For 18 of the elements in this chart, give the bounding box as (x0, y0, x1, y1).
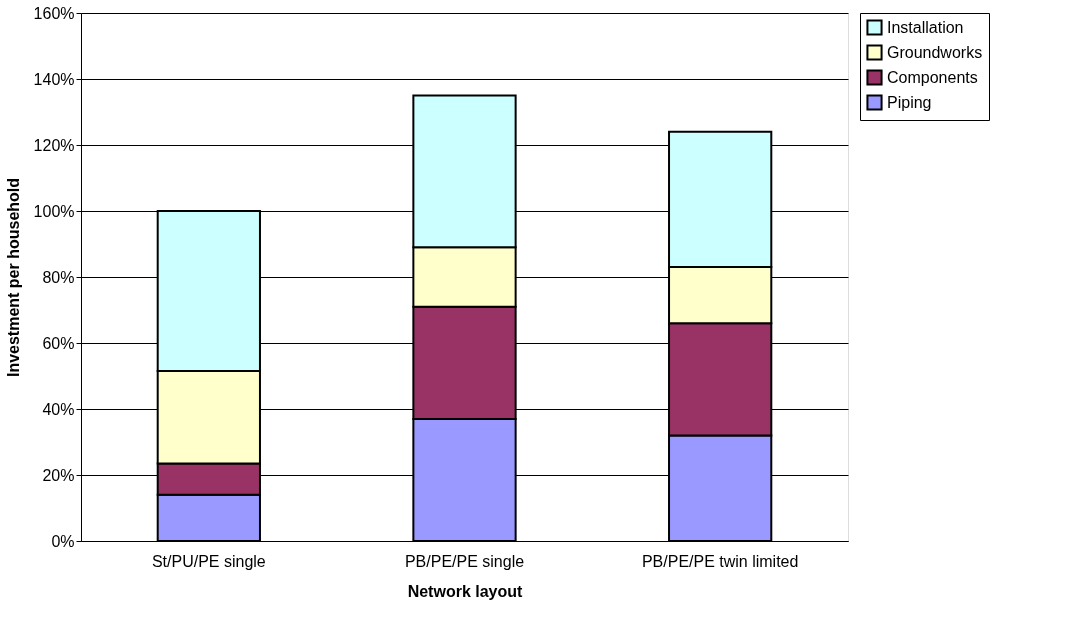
y-tick-label: 100% (33, 202, 75, 220)
y-tick-label: 20% (42, 466, 75, 484)
x-tick-label: PB/PE/PE single (404, 552, 525, 570)
x-tick-label: PB/PE/PE twin limited (641, 552, 799, 570)
y-tick-label: 160% (33, 4, 75, 22)
legend-label: Piping (887, 93, 932, 111)
y-tick-label: 140% (33, 70, 75, 88)
y-axis-title: Investment per household (4, 177, 22, 378)
y-tick-label: 0% (51, 532, 75, 550)
x-tick-label: St/PU/PE single (151, 552, 266, 570)
y-tick-label: 80% (42, 268, 75, 286)
legend-label: Components (887, 68, 978, 86)
legend-label: Groundworks (887, 43, 983, 61)
x-axis-title: Network layout (407, 582, 524, 600)
y-tick-label: 60% (42, 334, 75, 352)
y-tick-label: 40% (42, 400, 75, 418)
y-tick-label: 120% (33, 136, 75, 154)
legend-label: Installation (887, 18, 964, 36)
